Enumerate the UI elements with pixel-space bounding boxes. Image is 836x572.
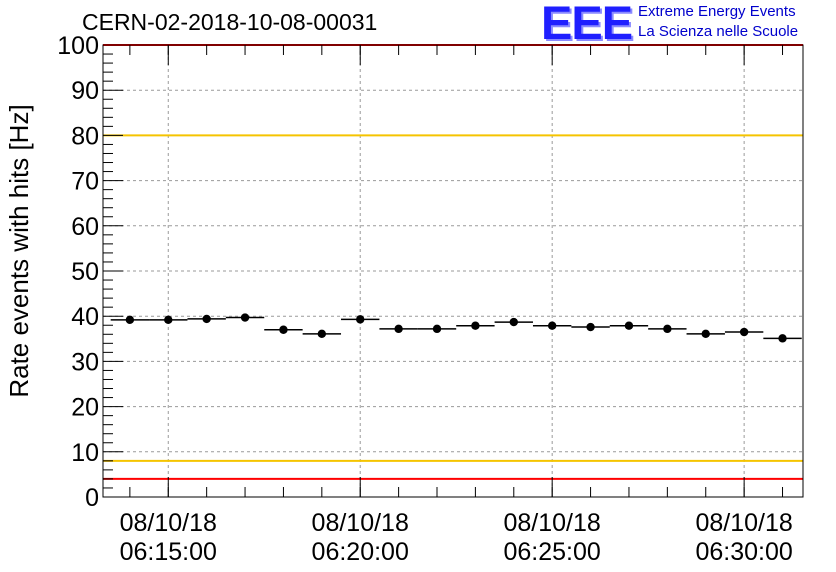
reference-lines xyxy=(103,44,803,480)
x-tick-date: 08/10/18 xyxy=(312,509,409,537)
x-tick-date: 08/10/18 xyxy=(504,509,601,537)
x-axis: 08/10/1806:15:0008/10/1806:20:0008/10/18… xyxy=(120,45,793,566)
data-point xyxy=(547,321,557,330)
y-tick-label: 0 xyxy=(85,484,99,512)
logo-line-2: La Scienza nelle Scuole xyxy=(638,23,799,40)
data-point xyxy=(394,324,403,334)
data-point xyxy=(240,313,250,322)
data-point xyxy=(663,324,672,334)
y-tick-label: 100 xyxy=(57,32,99,60)
y-tick-label: 60 xyxy=(71,213,99,241)
x-tick-date: 08/10/18 xyxy=(120,509,217,537)
logo-line-1: Extreme Energy Events xyxy=(638,3,796,20)
x-tick-date: 08/10/18 xyxy=(695,509,792,537)
x-tick-label: 06:25:00 xyxy=(504,538,601,566)
y-axis-label: Rate events with hits [Hz] xyxy=(4,104,34,397)
y-tick-label: 30 xyxy=(71,348,99,376)
y-tick-label: 10 xyxy=(71,439,99,467)
x-tick-label: 06:20:00 xyxy=(312,538,409,566)
eee-logo: EEE Extreme Energy Events La Scienza nel… xyxy=(541,0,836,49)
y-tick-label: 80 xyxy=(71,122,99,150)
data-point xyxy=(164,315,173,325)
data-point xyxy=(202,314,211,324)
y-tick-label: 20 xyxy=(71,394,99,422)
data-point xyxy=(739,327,749,337)
y-tick-label: 40 xyxy=(71,303,99,331)
x-tick-label: 06:30:00 xyxy=(695,538,792,566)
data-point xyxy=(279,325,288,334)
data-point xyxy=(432,324,442,334)
data-point xyxy=(701,329,710,339)
data-point xyxy=(586,322,595,332)
y-tick-label: 50 xyxy=(71,258,99,286)
y-tick-label: 70 xyxy=(71,168,99,196)
data-point xyxy=(624,321,634,330)
eee-logo-mark: EEE xyxy=(541,0,633,49)
data-point xyxy=(317,329,327,339)
x-tick-label: 06:15:00 xyxy=(120,538,217,566)
data-point xyxy=(356,315,365,324)
y-tick-label: 90 xyxy=(71,77,99,105)
run-title: CERN-02-2018-10-08-00031 xyxy=(82,9,378,35)
data-point xyxy=(471,321,480,330)
grid-lines xyxy=(103,45,803,497)
data-points xyxy=(110,313,802,343)
data-point xyxy=(125,315,135,325)
data-point xyxy=(509,317,518,327)
data-point xyxy=(778,334,787,343)
y-axis: 0 10 20 30 40 50 60 70 80 90 100 xyxy=(57,32,123,512)
